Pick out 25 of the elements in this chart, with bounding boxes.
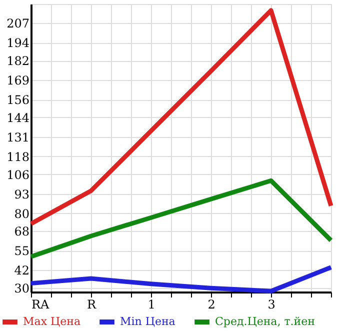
x-tick-label: 2 (208, 298, 216, 312)
y-tick-label: 42 (14, 264, 30, 278)
y-tick-label: 156 (6, 93, 30, 107)
x-tick-label: R (86, 298, 97, 312)
y-tick-label: 169 (6, 74, 30, 88)
y-tick-label: 207 (6, 16, 30, 31)
line-series (28, 8, 334, 226)
y-tick-label: 80 (14, 206, 30, 221)
y-tick-label: 68 (14, 224, 30, 239)
y-tick-label: 182 (6, 54, 30, 68)
y-tick-label: 93 (14, 187, 30, 202)
y-tick-label: 131 (6, 130, 30, 144)
x-tick-label: 3 (268, 298, 276, 312)
x-tick-label: 1 (148, 298, 156, 312)
legend-label: Max Цена (23, 315, 81, 328)
line-series (28, 178, 334, 259)
x-tick-label: RA (32, 298, 50, 312)
legend-label: Min Цена (120, 315, 176, 328)
y-tick-label: 144 (6, 110, 30, 125)
y-tick-label: 55 (14, 244, 30, 258)
y-tick-label: 194 (6, 36, 30, 50)
y-tick-label: 30 (14, 282, 30, 296)
y-tick-label: 118 (6, 150, 30, 164)
y-tick-label: 106 (6, 168, 30, 182)
legend-label: Сред.Цена, т.йен (215, 315, 315, 328)
